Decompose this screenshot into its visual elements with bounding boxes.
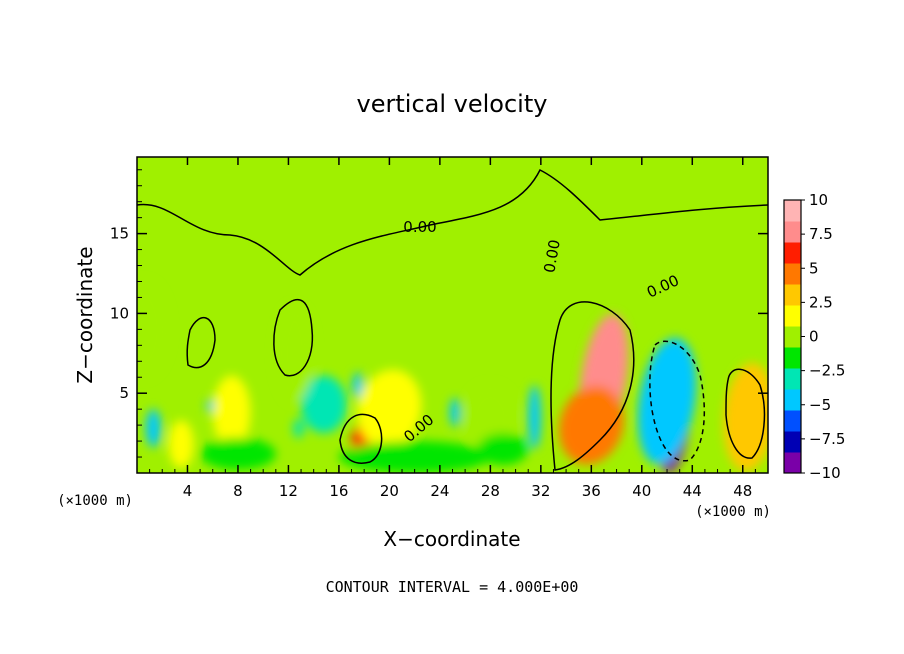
y-axis-label: Z−coordinate [73,246,97,383]
velocity-feature-14 [352,372,363,398]
zero-contour-updraft [550,301,635,471]
colorbar-band-7 [784,326,801,348]
velocity-feature-15 [449,397,461,427]
colorbar-band-6 [784,347,801,369]
velocity-feature-23 [168,420,194,469]
velocity-feature-8 [357,369,422,449]
x-tick-label-4: 4 [183,482,193,500]
velocity-feature-13 [301,375,347,434]
colorbar-label-5: 0 [809,328,819,346]
colorbar-band-5 [784,368,801,390]
x-tick-label-16: 16 [329,482,348,500]
colorbar-label-8: −7.5 [809,430,845,448]
colorbar-label-3: 5 [809,259,819,277]
velocity-field [137,281,768,473]
colorbar-band-8 [784,305,801,327]
x-tick-label-8: 8 [233,482,243,500]
colorbar-band-2 [784,431,801,453]
x-unit-label: (×1000 m) [695,504,771,520]
zero-contours [137,168,768,471]
velocity-feature-20 [338,441,491,473]
zero-contour-left-cell [186,317,216,369]
zero-contour-mid-cell [273,298,314,377]
colorbar-band-4 [784,389,801,411]
y-tick-label-15: 15 [110,225,129,243]
colorbar-band-9 [784,284,801,306]
x-tick-label-44: 44 [683,482,702,500]
zero-contour-downdraft [649,340,706,462]
y-tick-label-5: 5 [119,384,129,402]
colorbar-label-1: 10 [809,191,828,209]
x-tick-label-12: 12 [279,482,298,500]
x-tick-label-20: 20 [380,482,399,500]
zero-contour-upper [137,168,768,276]
x-axis: 4 8 12 16 20 24 28 32 36 40 44 48 [149,157,756,500]
velocity-feature-12 [206,399,214,413]
y-axis: 5 10 15 [110,169,768,458]
colorbar-band-13 [784,200,801,222]
x-tick-label-40: 40 [632,482,651,500]
velocity-feature-22 [477,433,529,466]
contour-interval-note: CONTOUR INTERVAL = 4.000E+00 [326,578,579,596]
colorbar-band-12 [784,221,801,243]
colorbar-band-1 [784,452,801,474]
contour-label-1: 0.00 [403,218,436,236]
y-tick-label-10: 10 [110,304,129,322]
zero-contour-right-cell [725,368,766,459]
zero-contour-low-cell [339,413,383,464]
x-tick-label-32: 32 [531,482,550,500]
colorbar: 10 7.5 5 2.5 0 −2.5 −5 −7.5 −10 [783,191,845,482]
velocity-feature-6 [637,337,697,465]
colorbar-label-2: 7.5 [809,225,833,243]
x-tick-label-28: 28 [481,482,500,500]
contour-label-2: 0.00 [540,238,564,274]
velocity-feature-11 [145,409,161,448]
velocity-feature-16 [528,385,541,450]
colorbar-band-10 [784,263,801,285]
velocity-feature-21 [200,437,276,470]
colorbar-label-9: −10 [809,464,841,482]
x-axis-label: X−coordinate [383,527,520,551]
colorbar-label-7: −5 [809,396,831,414]
x-tick-label-24: 24 [430,482,449,500]
velocity-feature-2 [558,385,624,465]
x-tick-label-36: 36 [582,482,601,500]
velocity-feature-18 [275,305,314,402]
colorbar-band-11 [784,242,801,264]
colorbar-label-4: 2.5 [809,293,833,311]
velocity-feature-19 [465,385,516,450]
y-unit-label: (×1000 m) [57,493,133,509]
colorbar-band-3 [784,410,801,432]
velocity-feature-17 [293,418,304,438]
velocity-feature-24 [137,281,169,378]
velocity-feature-10 [212,375,251,450]
colorbar-label-6: −2.5 [809,362,845,380]
chart-title: vertical velocity [357,90,548,118]
x-tick-label-48: 48 [733,482,752,500]
plot-area [137,157,768,473]
